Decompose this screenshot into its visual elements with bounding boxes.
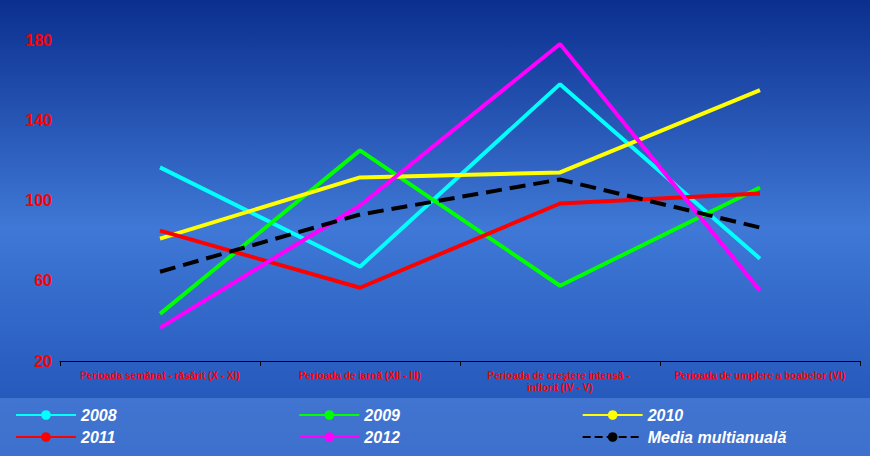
svg-text:2012: 2012 bbox=[363, 429, 400, 446]
svg-text:180: 180 bbox=[25, 32, 52, 49]
svg-text:2010: 2010 bbox=[647, 407, 684, 424]
svg-text:Perioada de iarnă (XII - III): Perioada de iarnă (XII - III) bbox=[299, 370, 421, 381]
svg-text:20: 20 bbox=[34, 353, 52, 370]
svg-text:2009: 2009 bbox=[363, 407, 400, 424]
svg-text:2008: 2008 bbox=[80, 407, 117, 424]
svg-text:Perioada de creştere intensă -: Perioada de creştere intensă - bbox=[487, 370, 632, 381]
svg-text:100: 100 bbox=[25, 192, 52, 209]
svg-text:Perioada semănat - răsărit (X: Perioada semănat - răsărit (X - XI) bbox=[80, 370, 240, 381]
svg-text:60: 60 bbox=[34, 272, 52, 289]
svg-text:Perioada de umplere a boabelor: Perioada de umplere a boabelor (VI) bbox=[675, 370, 846, 381]
svg-text:2011: 2011 bbox=[80, 429, 116, 446]
svg-text:140: 140 bbox=[25, 112, 52, 129]
svg-text:înflorit (IV - V): înflorit (IV - V) bbox=[526, 382, 593, 393]
svg-text:Media multianuală: Media multianuală bbox=[648, 429, 787, 446]
